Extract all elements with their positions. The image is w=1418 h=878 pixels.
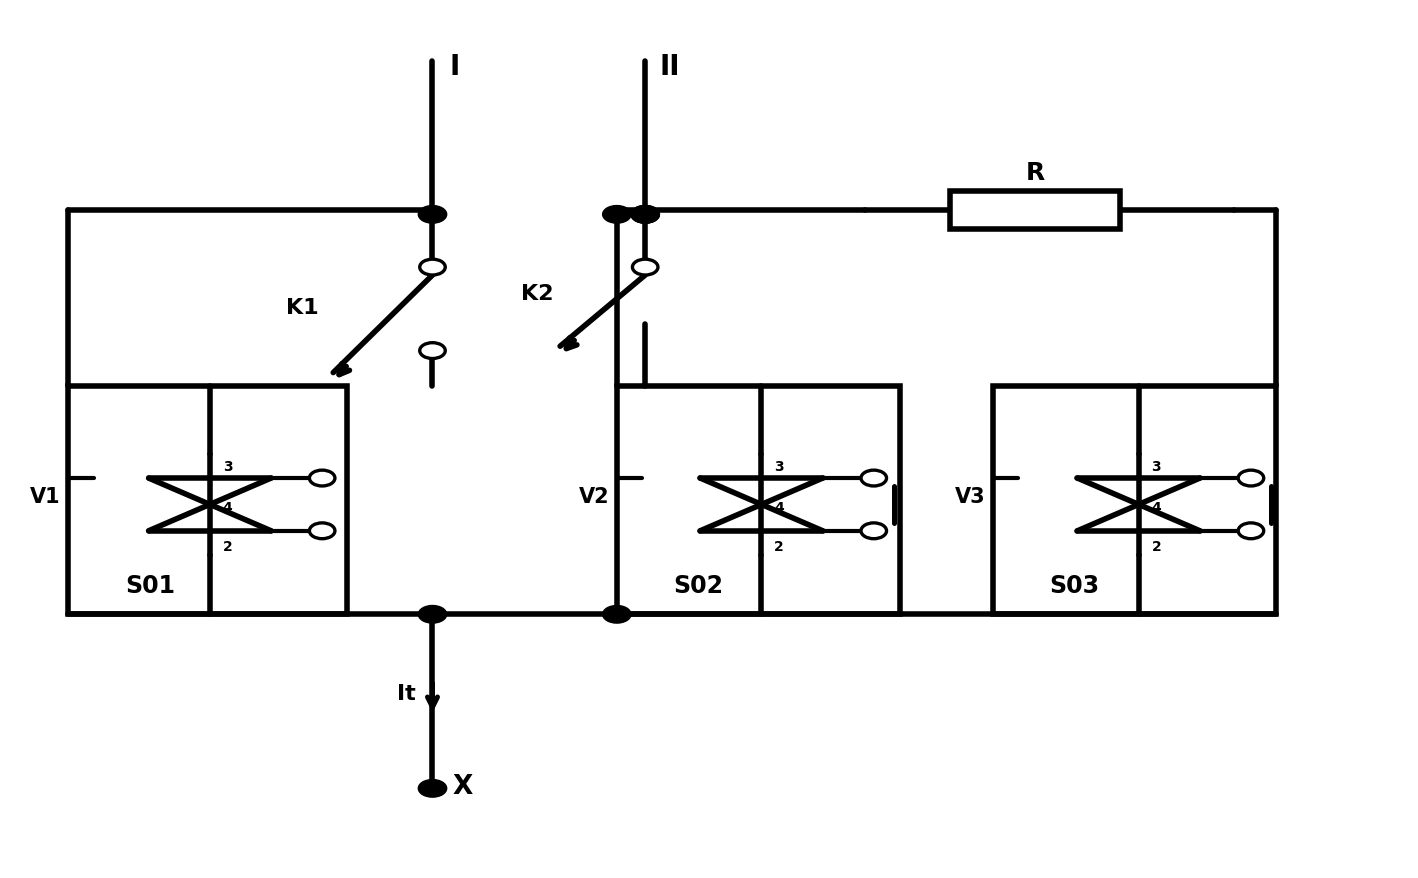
Text: S02: S02 xyxy=(674,573,723,597)
Circle shape xyxy=(631,206,659,224)
Bar xyxy=(993,386,1276,615)
Bar xyxy=(617,386,900,615)
Text: II: II xyxy=(659,53,679,81)
Text: V1: V1 xyxy=(30,486,61,506)
Circle shape xyxy=(420,260,445,276)
Circle shape xyxy=(603,206,631,224)
Circle shape xyxy=(420,343,445,359)
Text: S03: S03 xyxy=(1049,573,1099,597)
Circle shape xyxy=(861,471,886,486)
Bar xyxy=(68,386,347,615)
Text: S01: S01 xyxy=(125,573,174,597)
Circle shape xyxy=(309,523,335,539)
Text: 4: 4 xyxy=(1151,500,1161,515)
Circle shape xyxy=(1238,523,1263,539)
Text: 3: 3 xyxy=(1151,459,1161,473)
Circle shape xyxy=(603,606,631,623)
Text: X: X xyxy=(452,773,472,799)
Circle shape xyxy=(1238,471,1263,486)
Circle shape xyxy=(631,206,659,224)
Circle shape xyxy=(418,606,447,623)
Text: I: I xyxy=(450,53,459,81)
Text: R: R xyxy=(1025,161,1045,184)
Circle shape xyxy=(418,206,447,224)
Circle shape xyxy=(632,260,658,276)
Text: 2: 2 xyxy=(1151,539,1161,553)
Text: 4: 4 xyxy=(223,500,233,515)
Text: K2: K2 xyxy=(520,284,553,304)
Text: 2: 2 xyxy=(774,539,784,553)
Text: 4: 4 xyxy=(774,500,784,515)
Text: K1: K1 xyxy=(286,298,319,317)
Text: It: It xyxy=(397,684,415,703)
Circle shape xyxy=(861,523,886,539)
Circle shape xyxy=(309,471,335,486)
Circle shape xyxy=(631,206,659,224)
Text: 2: 2 xyxy=(223,539,233,553)
Bar xyxy=(950,191,1120,230)
Text: V3: V3 xyxy=(954,486,986,506)
Text: 3: 3 xyxy=(774,459,784,473)
Circle shape xyxy=(418,780,447,797)
Text: 3: 3 xyxy=(223,459,233,473)
Text: V2: V2 xyxy=(579,486,610,506)
